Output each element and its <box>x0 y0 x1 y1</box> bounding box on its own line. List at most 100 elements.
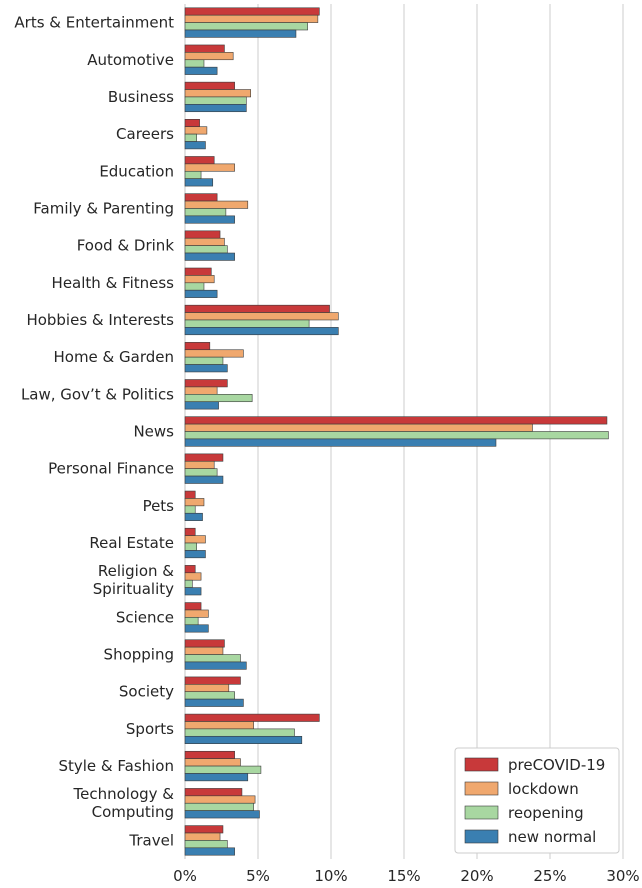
bar-lockdown <box>184 535 206 544</box>
bar-reopening <box>184 468 218 477</box>
legend-label: preCOVID-19 <box>508 756 605 774</box>
category-label: Hobbies & Interests <box>26 311 174 329</box>
category-label: Personal Finance <box>48 460 174 478</box>
bar-lockdown <box>184 237 225 246</box>
bar-precovid-19 <box>184 304 330 313</box>
legend-swatch <box>464 829 499 844</box>
bar-precovid-19 <box>184 44 225 53</box>
bar-reopening <box>184 245 228 254</box>
category-label: Family & Parenting <box>33 199 174 217</box>
bar-new-normal <box>184 661 247 670</box>
bar-new-normal <box>184 587 202 596</box>
bar-precovid-19 <box>184 81 235 90</box>
category-label: Food & Drink <box>77 237 175 255</box>
bar-new-normal <box>184 104 247 113</box>
bar-precovid-19 <box>184 7 320 16</box>
category-label: Careers <box>116 125 174 143</box>
x-axis-ticks: 0% 5% 10% 15% 20% 25% 30% <box>173 867 640 885</box>
bar-lockdown <box>184 795 256 804</box>
bar-new-normal <box>184 66 218 75</box>
bar-precovid-19 <box>184 602 202 611</box>
x-tick-label: 10% <box>314 867 347 885</box>
bar-lockdown <box>184 52 234 61</box>
bar-new-normal <box>184 178 214 187</box>
x-tick-label: 30% <box>606 867 639 885</box>
bars <box>184 7 609 856</box>
bar-new-normal <box>184 512 203 521</box>
bar-lockdown <box>184 126 208 135</box>
category-label: Computing <box>92 803 174 821</box>
bar-precovid-19 <box>184 156 215 165</box>
bar-lockdown <box>184 163 235 172</box>
bar-precovid-19 <box>184 342 211 351</box>
bar-new-normal <box>184 735 303 744</box>
bar-precovid-19 <box>184 193 218 202</box>
bar-lockdown <box>184 14 319 23</box>
bar-lockdown <box>184 200 249 209</box>
bar-precovid-19 <box>184 267 212 276</box>
bar-reopening <box>184 133 197 142</box>
bar-lockdown <box>184 609 209 618</box>
category-label: News <box>133 423 174 441</box>
bar-reopening <box>184 840 228 849</box>
bar-new-normal <box>184 847 235 856</box>
bar-new-normal <box>184 438 497 447</box>
bar-reopening <box>184 208 227 217</box>
bar-reopening <box>184 356 224 365</box>
bar-lockdown <box>184 721 254 730</box>
category-label: Spirituality <box>93 580 174 598</box>
x-tick-label: 0% <box>173 867 197 885</box>
bar-reopening <box>184 654 241 663</box>
category-label: Home & Garden <box>53 348 174 366</box>
category-label: Pets <box>143 497 175 515</box>
bar-lockdown <box>184 832 221 841</box>
bar-lockdown <box>184 684 230 693</box>
category-label: Science <box>116 608 174 626</box>
bar-reopening <box>184 579 193 588</box>
bar-new-normal <box>184 141 206 150</box>
bar-new-normal <box>184 29 297 38</box>
legend-label: new normal <box>508 828 596 846</box>
category-label: Automotive <box>87 51 174 69</box>
bar-precovid-19 <box>184 453 224 462</box>
bar-new-normal <box>184 810 260 819</box>
bar-new-normal <box>184 550 206 559</box>
category-label: Real Estate <box>89 534 174 552</box>
category-label: Religion & <box>98 562 174 580</box>
legend-frame <box>454 747 620 854</box>
legend-label: reopening <box>508 804 584 822</box>
bar-new-normal <box>184 289 218 298</box>
x-tick-label: 25% <box>533 867 566 885</box>
bar-lockdown <box>184 349 244 358</box>
bar-precovid-19 <box>184 788 243 797</box>
bar-lockdown <box>184 423 533 432</box>
bar-precovid-19 <box>184 750 235 759</box>
bar-precovid-19 <box>184 230 221 239</box>
bar-reopening <box>184 319 310 328</box>
bar-reopening <box>184 802 254 811</box>
bar-reopening <box>184 394 253 403</box>
bar-precovid-19 <box>184 565 196 574</box>
bar-reopening <box>184 542 197 551</box>
legend-label: lockdown <box>508 780 579 798</box>
bar-precovid-19 <box>184 825 224 834</box>
category-labels: Arts & Entertainment Automotive Business Ca… <box>14 14 174 850</box>
bar-lockdown <box>184 498 205 507</box>
bar-reopening <box>184 505 196 514</box>
bar-lockdown <box>184 460 215 469</box>
legend-swatch <box>464 781 499 796</box>
bar-lockdown <box>184 572 202 581</box>
category-label: Travel <box>128 831 174 849</box>
bar-new-normal <box>184 698 244 707</box>
bar-reopening <box>184 728 295 737</box>
bar-precovid-19 <box>184 713 320 722</box>
bar-reopening <box>184 431 609 440</box>
bar-precovid-19 <box>184 490 196 499</box>
category-label: Shopping <box>104 646 174 664</box>
legend-swatch <box>464 757 499 772</box>
category-label: Education <box>99 162 174 180</box>
category-label: Arts & Entertainment <box>14 14 174 32</box>
category-label: Society <box>119 683 174 701</box>
bar-reopening <box>184 59 205 68</box>
